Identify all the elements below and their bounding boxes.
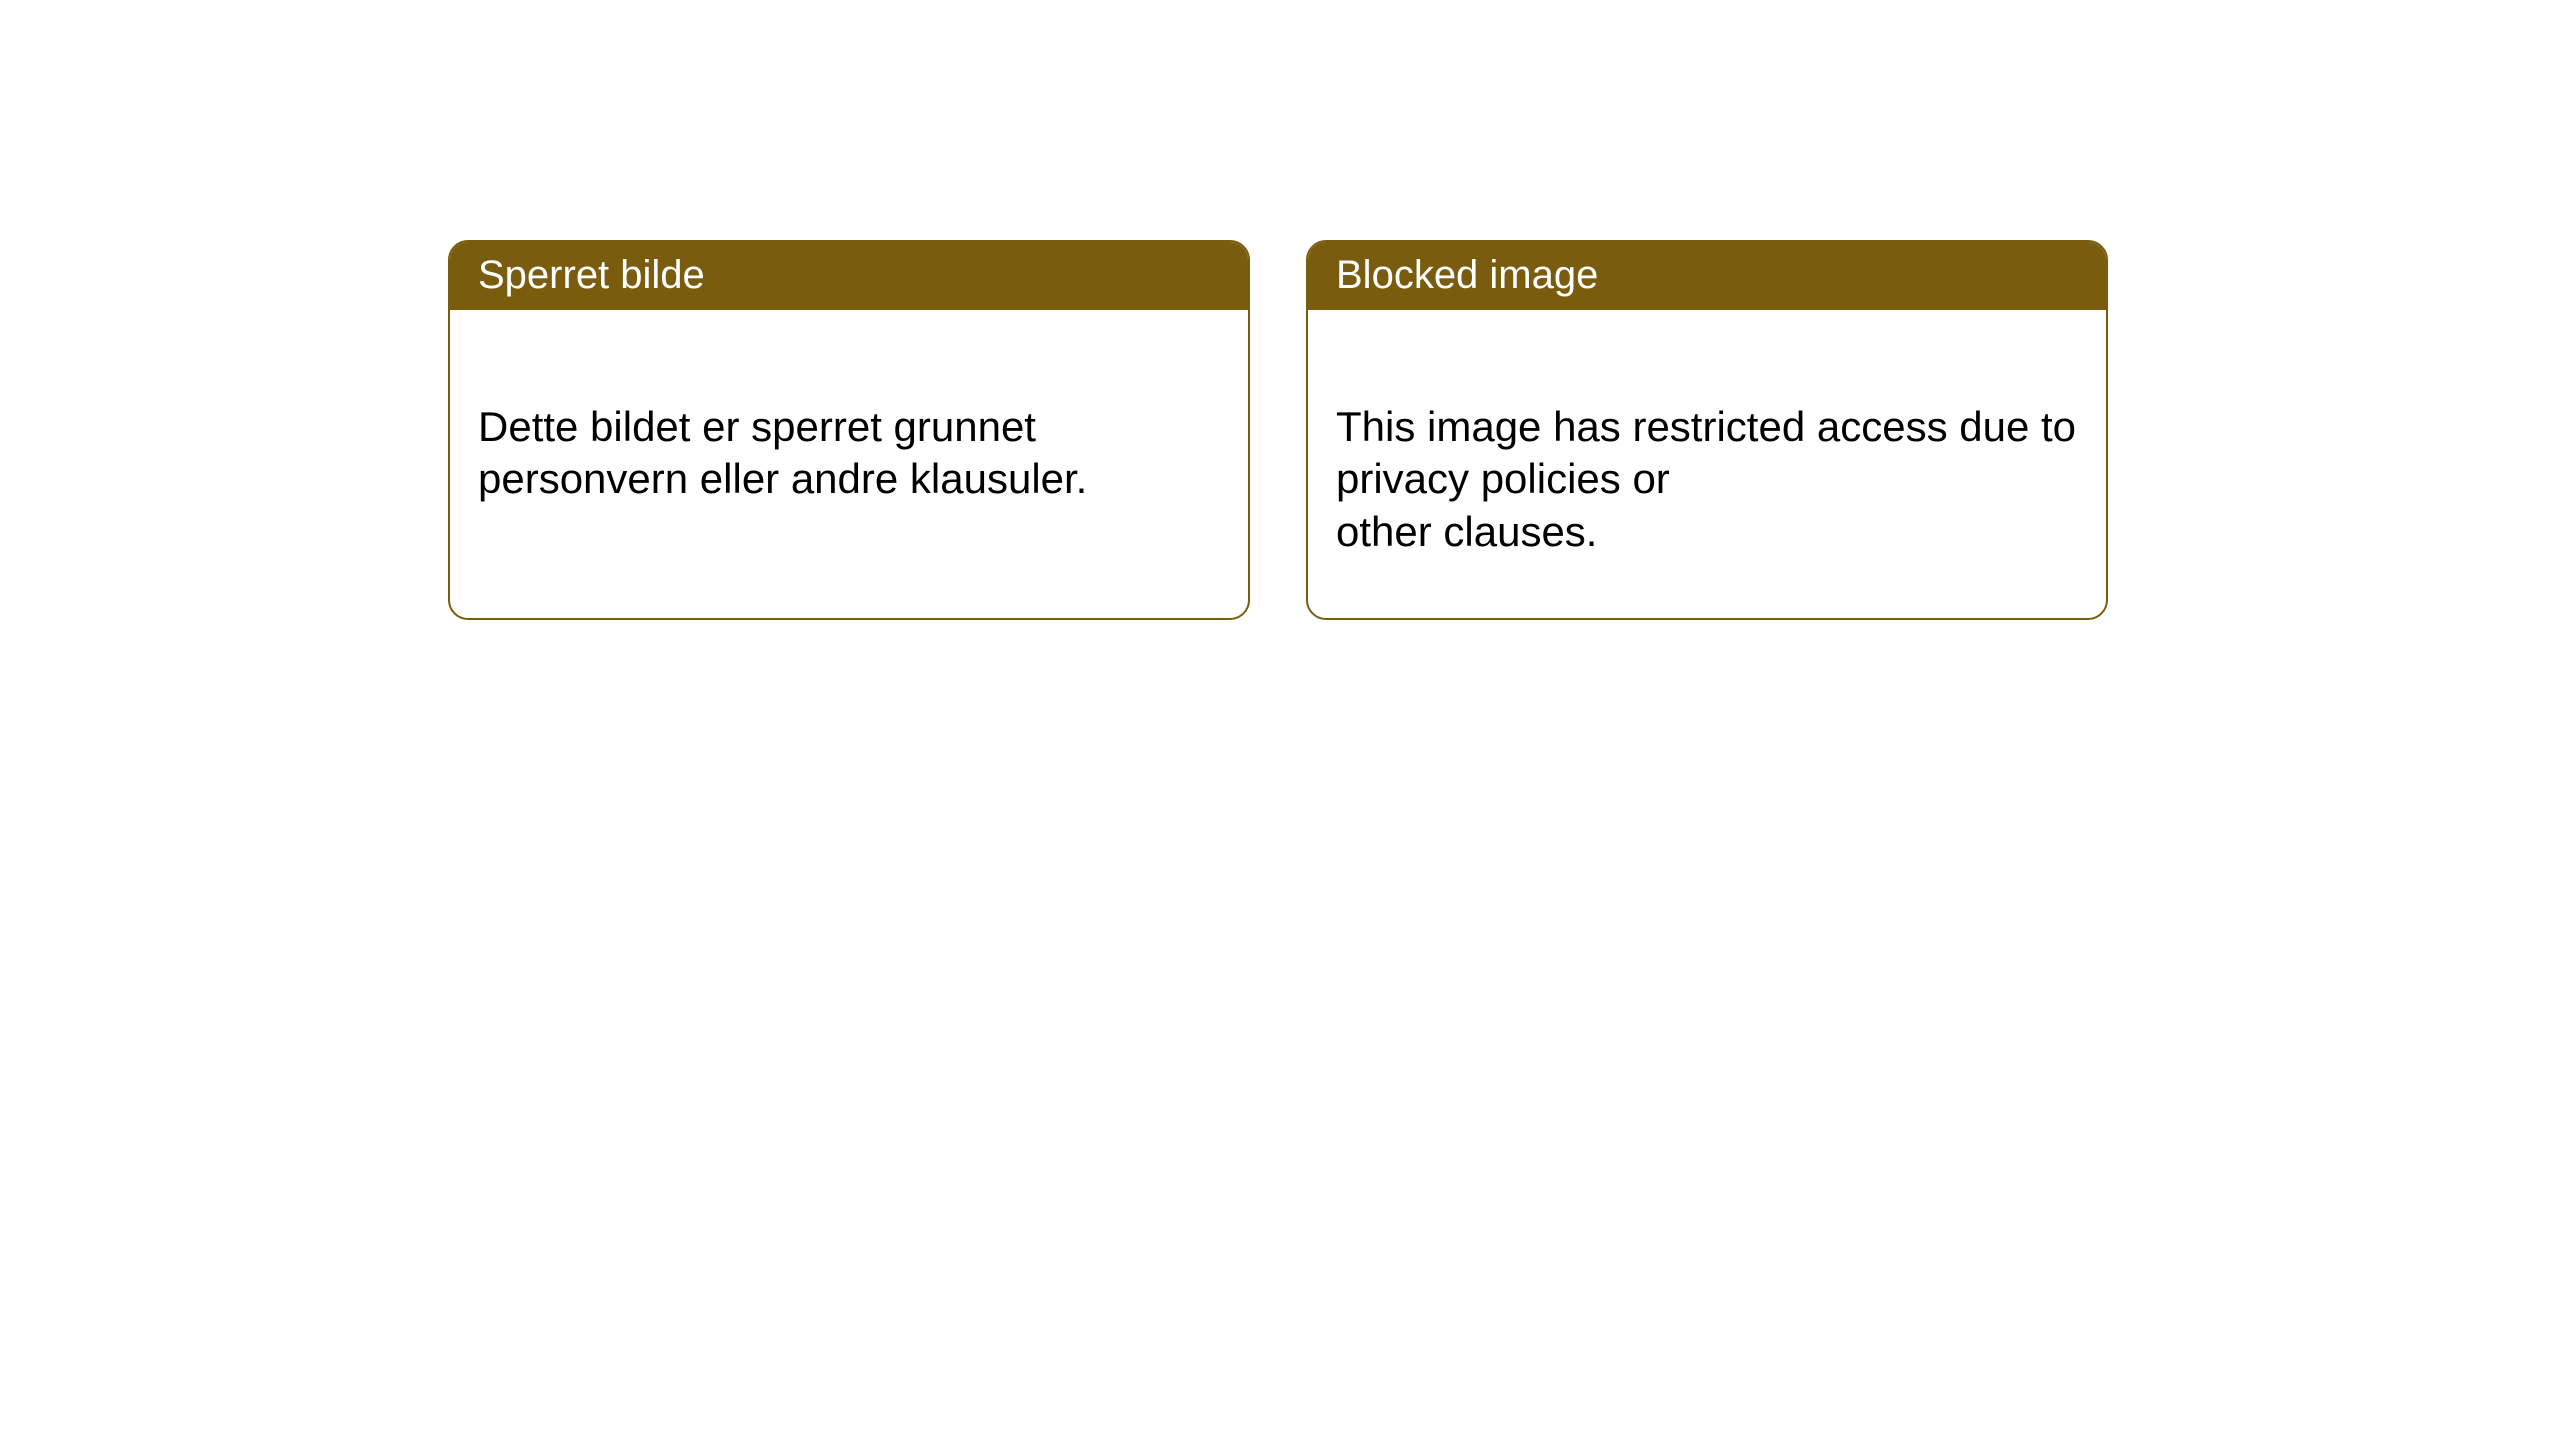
card-body-text: Dette bildet er sperret grunnet personve…	[478, 403, 1087, 503]
card-body-text: This image has restricted access due to …	[1336, 403, 2076, 555]
card-title: Blocked image	[1336, 253, 1598, 297]
card-title: Sperret bilde	[478, 253, 705, 297]
notice-card-norwegian: Sperret bilde Dette bildet er sperret gr…	[448, 240, 1250, 620]
card-body-norwegian: Dette bildet er sperret grunnet personve…	[450, 310, 1248, 584]
card-body-english: This image has restricted access due to …	[1308, 310, 2106, 618]
notice-card-english: Blocked image This image has restricted …	[1306, 240, 2108, 620]
notice-container: Sperret bilde Dette bildet er sperret gr…	[448, 240, 2108, 620]
card-header-english: Blocked image	[1308, 242, 2106, 310]
card-header-norwegian: Sperret bilde	[450, 242, 1248, 310]
